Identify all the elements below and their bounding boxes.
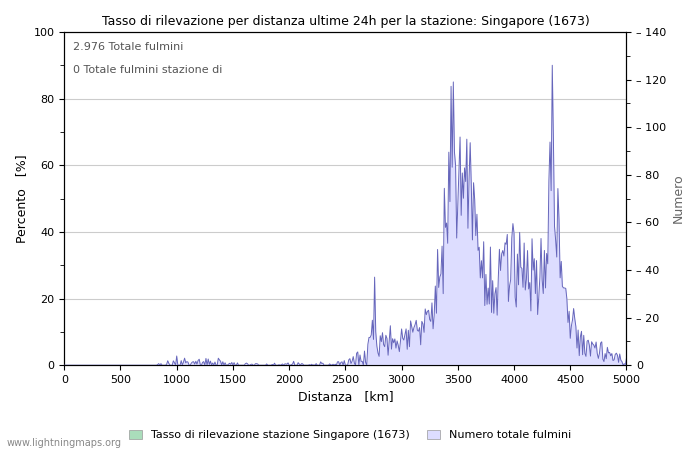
Y-axis label: Percento   [%]: Percento [%] [15, 154, 28, 243]
X-axis label: Distanza   [km]: Distanza [km] [298, 391, 393, 404]
Text: 0 Totale fulmini stazione di: 0 Totale fulmini stazione di [73, 65, 222, 75]
Text: www.lightningmaps.org: www.lightningmaps.org [7, 438, 122, 448]
Title: Tasso di rilevazione per distanza ultime 24h per la stazione: Singapore (1673): Tasso di rilevazione per distanza ultime… [102, 15, 589, 28]
Legend: Tasso di rilevazione stazione Singapore (1673), Numero totale fulmini: Tasso di rilevazione stazione Singapore … [125, 425, 575, 445]
Text: 2.976 Totale fulmini: 2.976 Totale fulmini [73, 42, 183, 52]
Y-axis label: Numero: Numero [672, 174, 685, 223]
